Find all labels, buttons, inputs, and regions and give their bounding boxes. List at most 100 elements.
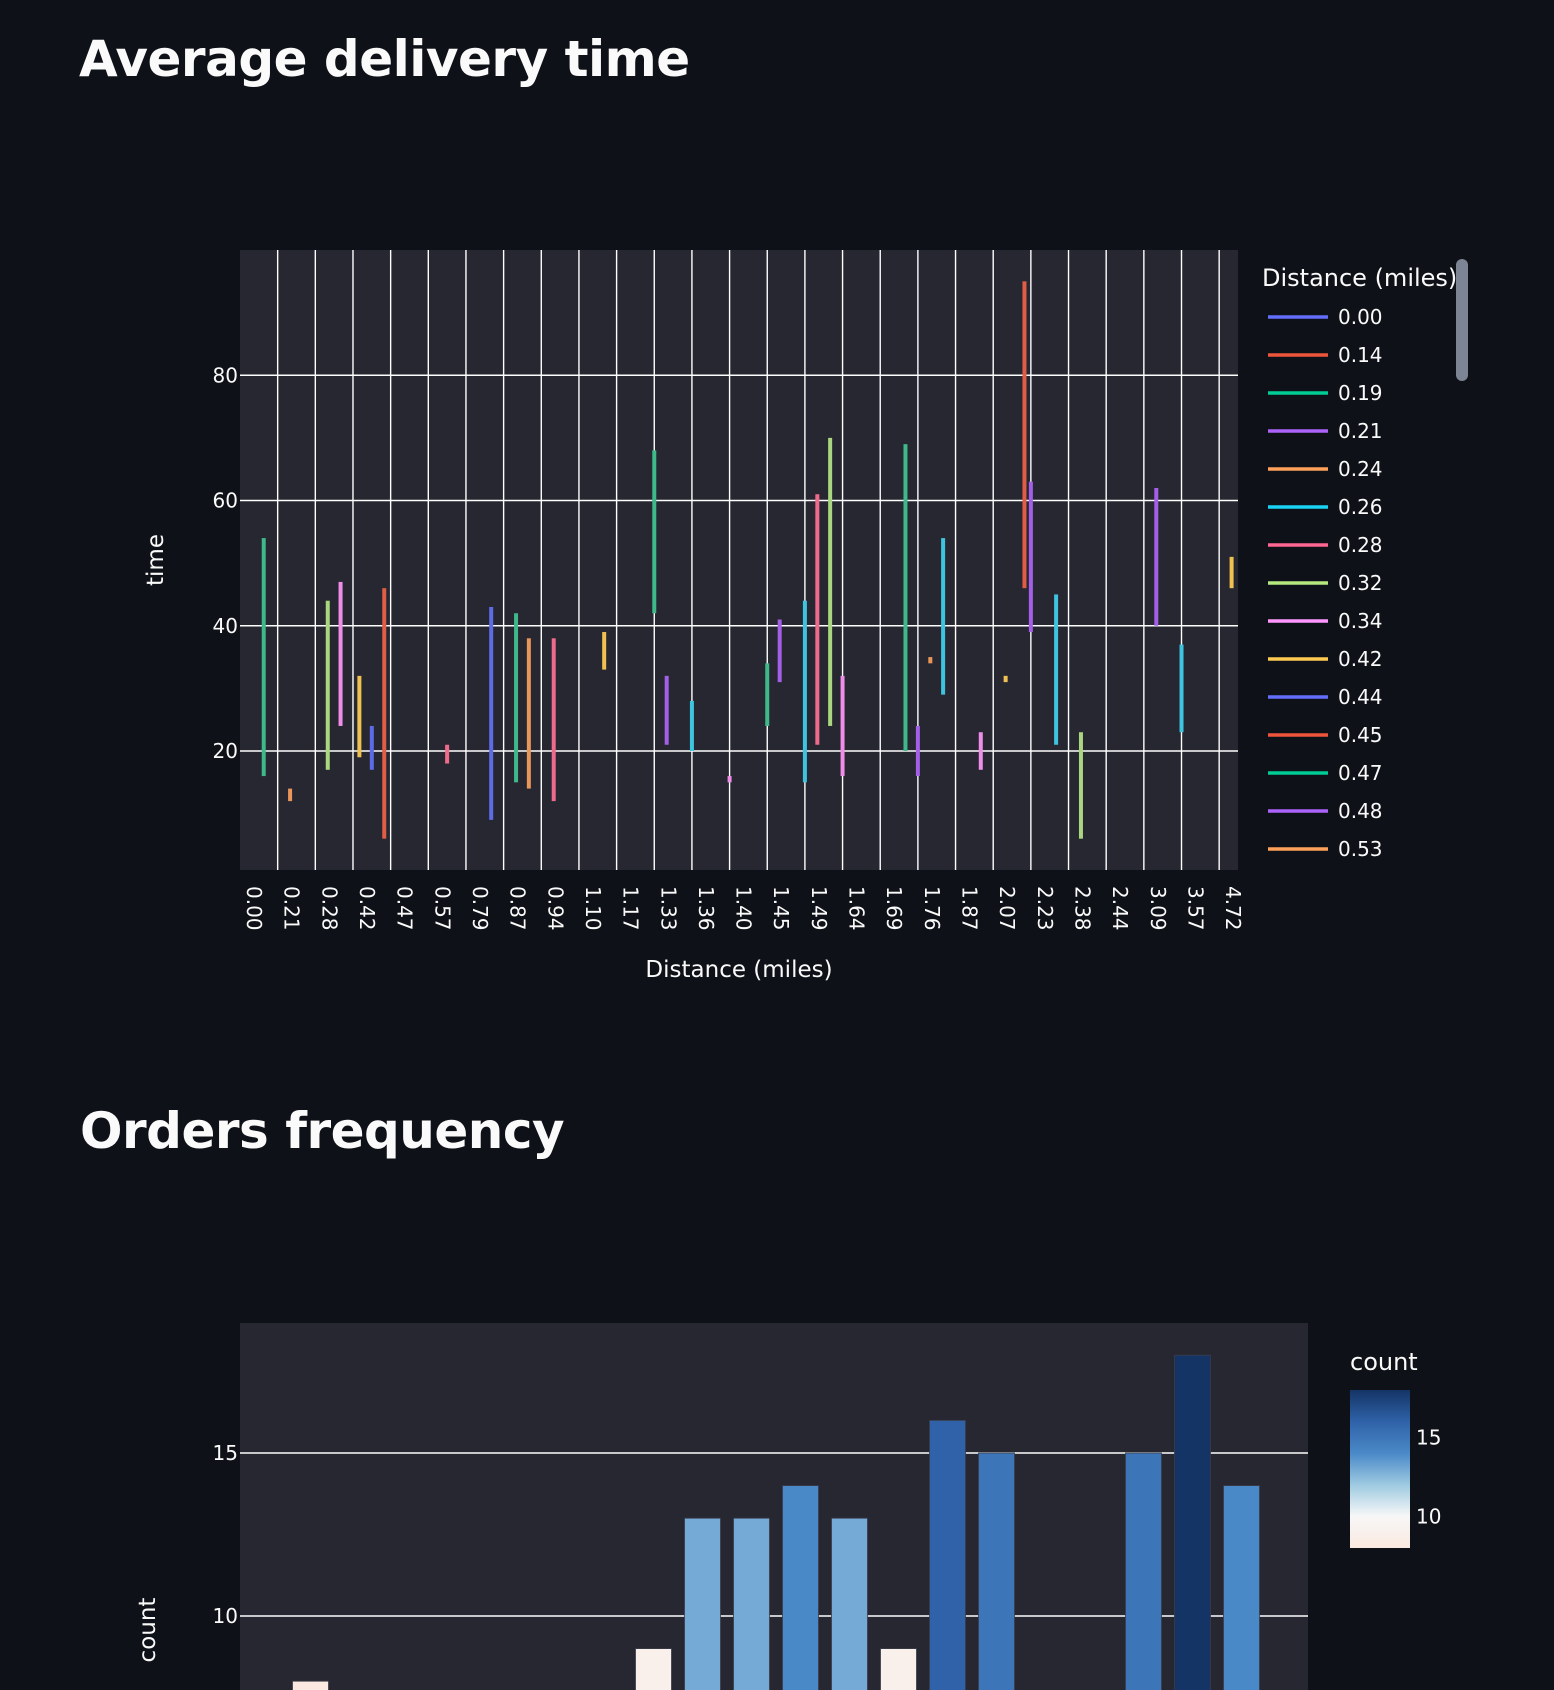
bar xyxy=(831,1517,868,1690)
legend-label: 0.14 xyxy=(1338,343,1383,367)
delivery-time-chart: 0.00 0.21 0.28 0.42 0.47 0.57 0.79 0.87 0.94 1.10… xyxy=(143,250,1468,983)
range-bar xyxy=(325,600,330,770)
x-tick-label: 2.38 xyxy=(1071,886,1095,931)
bar xyxy=(635,1648,672,1690)
range-bar xyxy=(828,437,833,726)
x-tick-label: 4.72 xyxy=(1221,886,1245,931)
range-bar xyxy=(445,744,450,764)
x-tick-label: 2.23 xyxy=(1033,886,1057,931)
section-title-orders-frequency: Orders frequency xyxy=(80,1102,565,1160)
legend-title: Distance (miles) xyxy=(1262,264,1457,292)
x-tick-label: 1.49 xyxy=(807,886,831,931)
range-bar xyxy=(288,788,293,802)
x-tick-label: 0.28 xyxy=(317,886,341,931)
colorbar xyxy=(1350,1390,1410,1548)
range-bar xyxy=(602,632,607,670)
range-bar xyxy=(1229,556,1234,589)
bar xyxy=(929,1420,966,1690)
range-bar xyxy=(777,619,782,683)
plot-area xyxy=(240,250,1238,870)
legend-label: 0.28 xyxy=(1338,533,1383,557)
legend-label: 0.34 xyxy=(1338,609,1383,633)
x-tick-label: 0.57 xyxy=(430,886,454,931)
legend-label: 0.48 xyxy=(1338,799,1383,823)
bar xyxy=(1125,1452,1162,1690)
y-axis-title: count xyxy=(135,1598,161,1663)
range-bar xyxy=(514,613,519,783)
range-bar xyxy=(765,663,770,726)
range-bar xyxy=(526,638,531,789)
x-tick-label: 1.69 xyxy=(882,886,906,931)
range-bar xyxy=(652,450,657,614)
legend-label: 0.21 xyxy=(1338,419,1383,443)
x-tick-label: 2.07 xyxy=(995,886,1019,931)
legend-label: 0.45 xyxy=(1338,723,1383,747)
x-tick-label: 0.87 xyxy=(506,886,530,931)
x-tick-label: 1.64 xyxy=(845,886,869,931)
legend-label: 0.00 xyxy=(1338,305,1383,329)
x-tick-label: 1.36 xyxy=(694,886,718,931)
range-bar xyxy=(1054,594,1059,745)
range-bar xyxy=(664,675,669,745)
legend-label: 0.53 xyxy=(1338,837,1383,861)
y-axis-title: time xyxy=(143,534,169,586)
bar xyxy=(1223,1485,1260,1690)
range-bar xyxy=(1179,644,1184,733)
range-bar xyxy=(1154,487,1159,626)
range-bar xyxy=(689,700,694,752)
y-tick-label: 10 xyxy=(213,1604,238,1628)
x-tick-label: 0.47 xyxy=(393,886,417,931)
range-bar xyxy=(551,638,556,802)
colorbar-tick-label: 10 xyxy=(1416,1504,1441,1528)
legend-label: 0.47 xyxy=(1338,761,1383,785)
y-tick-label: 60 xyxy=(213,489,238,513)
x-tick-label: 1.87 xyxy=(958,886,982,931)
x-tick-label: 1.76 xyxy=(920,886,944,931)
x-tick-label: 1.40 xyxy=(732,886,756,931)
range-bar xyxy=(382,588,387,839)
x-tick-label: 0.00 xyxy=(242,886,266,931)
legend-label: 0.24 xyxy=(1338,457,1383,481)
legend-label: 0.32 xyxy=(1338,571,1383,595)
x-tick-label: 3.57 xyxy=(1184,886,1208,931)
x-tick-label: 0.94 xyxy=(543,886,567,931)
range-bar xyxy=(941,538,946,695)
range-bar xyxy=(489,606,494,820)
bar xyxy=(1174,1354,1211,1690)
range-bar xyxy=(357,675,362,758)
x-tick-label: 1.17 xyxy=(619,886,643,931)
x-tick-label: 1.10 xyxy=(581,886,605,931)
legend-label: 0.19 xyxy=(1338,381,1383,405)
bar xyxy=(782,1485,819,1690)
x-tick-label: 0.42 xyxy=(355,886,379,931)
range-bar xyxy=(802,600,807,783)
y-tick-label: 15 xyxy=(213,1441,238,1465)
x-tick-label: 2.44 xyxy=(1108,886,1132,931)
range-bar xyxy=(1003,675,1008,683)
bar xyxy=(292,1680,329,1690)
range-bar xyxy=(978,732,983,770)
range-bar xyxy=(840,675,845,777)
legend-label: 0.42 xyxy=(1338,647,1383,671)
bar xyxy=(880,1648,917,1690)
range-bar xyxy=(1078,732,1083,839)
x-tick-label: 1.33 xyxy=(656,886,680,931)
range-bar xyxy=(338,581,343,726)
y-tick-label: 40 xyxy=(213,614,238,638)
legend-scrollbar xyxy=(1456,259,1468,381)
y-tick-label: 80 xyxy=(213,363,238,387)
x-tick-label: 1.45 xyxy=(769,886,793,931)
x-tick-label: 3.09 xyxy=(1146,886,1170,931)
range-bar xyxy=(915,725,920,777)
range-bar xyxy=(903,444,908,752)
range-bar xyxy=(369,725,374,770)
range-bar xyxy=(928,657,933,664)
x-tick-label: 0.21 xyxy=(280,886,304,931)
section-title-average-delivery-time: Average delivery time xyxy=(79,30,690,88)
legend-label: 0.44 xyxy=(1338,685,1383,709)
range-bar xyxy=(261,538,266,777)
range-bar xyxy=(727,776,732,783)
bar xyxy=(733,1517,770,1690)
colorbar-tick-label: 15 xyxy=(1416,1425,1441,1449)
